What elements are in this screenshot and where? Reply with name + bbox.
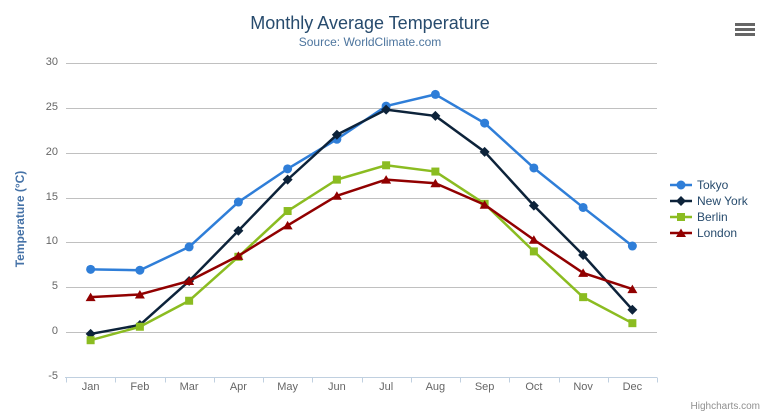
diamond-legend-marker-icon [670,196,692,206]
circle-marker-glyph [676,180,686,190]
hamburger-bar [735,23,755,26]
y-axis-label: 0 [51,325,58,338]
series-line [89,108,634,336]
chart-subtitle: Source: WorldClimate.com [298,35,442,49]
legend: Tokyo New York Berlin London [670,177,748,241]
point-new-york-oct[interactable] [528,200,539,211]
x-axis-label: Feb [130,381,150,393]
y-axis-label: 10 [45,235,58,248]
legend-label: New York [697,194,748,208]
point-berlin-feb[interactable] [135,322,144,331]
point-new-york-sep[interactable] [479,146,490,157]
point-berlin-jan[interactable] [86,336,95,345]
point-london-oct[interactable] [528,235,539,244]
x-axis-label: Oct [525,381,543,393]
series-line [89,93,634,272]
series-line [89,178,634,299]
point-london-jan[interactable] [85,292,96,302]
x-axis-label: Nov [573,381,593,393]
point-tokyo-jan[interactable] [86,264,96,274]
point-berlin-oct[interactable] [529,247,538,256]
gridlines [66,63,657,333]
x-axis-label: Jun [328,381,346,393]
point-tokyo-nov[interactable] [578,202,588,212]
y-axis-label: 15 [45,190,58,203]
point-new-york-apr[interactable] [233,225,244,236]
point-berlin-nov[interactable] [579,293,588,302]
y-axis-label: -5 [48,370,58,382]
y-axis-label: 20 [45,145,58,158]
legend-item-new-york[interactable]: New York [670,193,748,209]
x-axis-label: Apr [229,381,247,393]
point-london-dec[interactable] [627,284,638,294]
y-axis-label: 30 [45,56,58,68]
x-axis-label: Sep [474,381,495,393]
point-new-york-may[interactable] [282,174,293,185]
square-marker-glyph [677,213,685,221]
series-new-york[interactable] [85,104,638,339]
series-tokyo[interactable] [86,89,637,275]
point-tokyo-oct[interactable] [529,163,539,173]
point-london-sep[interactable] [479,200,490,209]
point-new-york-aug[interactable] [430,110,441,121]
hamburger-bar [735,28,755,31]
legend-item-tokyo[interactable]: Tokyo [670,177,748,193]
point-london-nov[interactable] [578,268,589,277]
hamburger-icon[interactable] [731,19,759,43]
chart-title: Monthly Average Temperature [250,13,490,33]
point-london-feb[interactable] [134,289,145,299]
x-axis-label: Dec [622,381,643,393]
legend-label: Tokyo [697,178,729,192]
triangle-legend-marker-icon [670,228,692,237]
point-london-aug[interactable] [430,178,441,188]
point-berlin-jun[interactable] [332,175,341,184]
point-new-york-jul[interactable] [381,104,392,115]
point-new-york-dec[interactable] [627,304,638,315]
legend-item-berlin[interactable]: Berlin [670,209,748,225]
x-axis-label: Jul [379,381,394,393]
point-berlin-dec[interactable] [628,319,637,328]
y-axis-label: 25 [45,100,58,113]
point-tokyo-sep[interactable] [480,118,490,128]
point-new-york-jun[interactable] [331,129,342,140]
x-axis-label: Aug [425,381,446,393]
x-axis-label: Mar [179,381,199,393]
point-tokyo-may[interactable] [283,164,293,174]
circle-legend-marker-icon [670,180,692,190]
x-axis-label: Jan [81,381,100,393]
hamburger-bar [735,33,755,36]
point-london-may[interactable] [282,220,293,230]
point-berlin-may[interactable] [283,207,292,216]
point-london-jun[interactable] [331,191,342,200]
point-tokyo-mar[interactable] [184,242,194,252]
point-berlin-jul[interactable] [382,161,391,170]
series-line [89,164,634,342]
point-tokyo-feb[interactable] [135,265,145,275]
legend-label: London [697,226,738,240]
square-legend-marker-icon [670,213,692,221]
legend-label: Berlin [697,210,728,224]
point-london-apr[interactable] [233,251,244,260]
point-tokyo-apr[interactable] [233,197,243,207]
y-axis-label: 5 [51,280,58,293]
x-axis [65,377,658,383]
point-berlin-mar[interactable] [185,296,194,305]
point-tokyo-dec[interactable] [627,241,637,251]
series-london[interactable] [85,175,638,302]
point-new-york-nov[interactable] [578,249,589,260]
x-axis-label: May [277,381,299,393]
diamond-marker-glyph [676,196,686,206]
legend-item-london[interactable]: London [670,225,748,241]
credits-link[interactable]: Highcharts.com [690,401,760,412]
point-tokyo-aug[interactable] [430,89,440,99]
point-london-mar[interactable] [184,276,195,286]
triangle-marker-glyph [676,228,686,237]
point-berlin-aug[interactable] [431,167,440,176]
point-london-jul[interactable] [381,175,392,184]
